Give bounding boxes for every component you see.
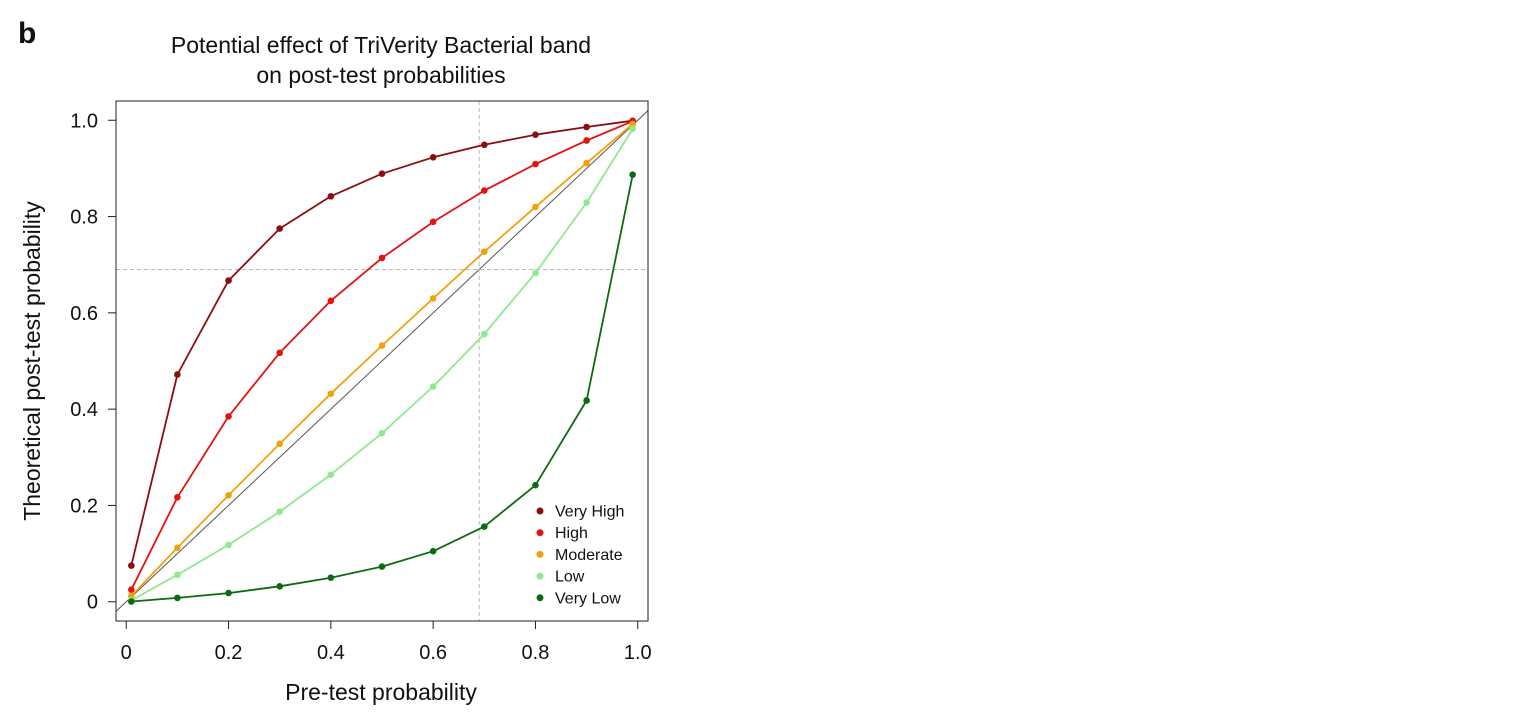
legend-marker-low (536, 572, 544, 580)
data-point-high (327, 297, 335, 305)
x-tick-label: 1.0 (624, 642, 652, 664)
data-point-very-high (481, 141, 488, 149)
data-point-high (225, 413, 232, 420)
data-point-low (174, 571, 181, 579)
legend-label-very-high: Very High (555, 504, 624, 521)
data-point-moderate (481, 248, 488, 256)
data-point-low (429, 383, 437, 390)
legend-marker-moderate (536, 550, 544, 558)
x-tick-label: 0.8 (522, 642, 550, 664)
data-point-high (378, 254, 386, 262)
legend: Very High High Moderate Low Very Low (536, 504, 624, 607)
data-point-very-low (327, 574, 335, 581)
data-point-very-high (378, 170, 386, 178)
y-tick-label: 0 (87, 592, 98, 614)
data-point-very-low (532, 481, 539, 489)
x-tick-label: 0.6 (419, 642, 447, 664)
data-point-low (532, 269, 539, 277)
data-point-low (583, 199, 590, 206)
data-point-moderate (583, 159, 590, 167)
plot-area: 0 0.2 0.4 0.6 0.8 1.0 0 0.2 0.4 0.6 0.8 1.0 (70, 100, 652, 664)
legend-label-low: Low (555, 569, 585, 586)
data-point-high (583, 137, 590, 144)
data-point-very-low (429, 547, 437, 555)
x-tick-label: 0 (121, 642, 132, 664)
data-point-moderate (174, 544, 181, 552)
y-tick-label: 0.6 (70, 303, 98, 325)
data-point-high (174, 493, 181, 501)
plot-inner (116, 101, 648, 621)
y-tick-label: 0.2 (70, 495, 98, 517)
data-point-very-high (174, 371, 181, 378)
panel-letter: b (18, 17, 36, 50)
reference-line-diagonal (116, 110, 648, 612)
data-point-very-low (378, 563, 386, 570)
data-point-very-low (481, 523, 488, 530)
data-point-very-high (276, 225, 283, 232)
y-tick-label: 0.8 (70, 207, 98, 229)
data-point-low (327, 471, 335, 478)
data-point-moderate (378, 342, 386, 349)
chart-title-line-2: on post-test probabilities (256, 62, 505, 88)
data-point-low (629, 125, 636, 133)
data-point-moderate (276, 440, 283, 448)
data-point-very-low (583, 397, 590, 404)
data-point-very-high (583, 123, 590, 131)
data-point-high (532, 160, 539, 168)
data-point-very-low (629, 171, 636, 178)
data-point-high (481, 187, 488, 194)
y-axis-label: Theoretical post-test probability (19, 201, 45, 521)
legend-label-moderate: Moderate (555, 547, 623, 564)
legend-label-very-low: Very Low (555, 590, 621, 607)
data-point-moderate (629, 120, 636, 128)
data-point-moderate (532, 203, 539, 211)
data-point-very-high (327, 193, 335, 200)
y-tick-label: 1.0 (70, 110, 98, 132)
data-point-low (276, 508, 283, 516)
data-point-moderate (225, 492, 232, 499)
data-point-high (128, 586, 135, 594)
y-tick-label: 0.4 (70, 399, 98, 421)
data-point-high (276, 349, 283, 357)
data-point-very-high (225, 277, 232, 284)
x-tick-label: 0.4 (317, 642, 345, 664)
x-axis-label: Pre-test probability (285, 679, 477, 705)
data-point-very-low (128, 598, 135, 605)
plot-frame (115, 100, 649, 622)
data-point-very-low (174, 594, 181, 602)
data-point-very-high (532, 131, 539, 139)
legend-label-high: High (555, 525, 588, 542)
data-point-low (378, 429, 386, 437)
data-point-low (225, 541, 232, 549)
data-point-moderate (429, 295, 437, 302)
data-point-very-high (128, 562, 135, 569)
data-point-moderate (327, 390, 335, 398)
data-point-very-low (225, 589, 232, 597)
data-point-low (481, 330, 488, 338)
x-tick-label: 0.2 (215, 642, 243, 664)
legend-marker-high (536, 529, 544, 537)
legend-marker-very-low (536, 594, 544, 602)
data-point-very-high (429, 154, 437, 161)
chart-title-line-1: Potential effect of TriVerity Bacterial … (171, 32, 591, 58)
data-point-very-low (276, 583, 283, 590)
data-point-high (429, 218, 437, 226)
legend-marker-very-high (536, 507, 544, 515)
